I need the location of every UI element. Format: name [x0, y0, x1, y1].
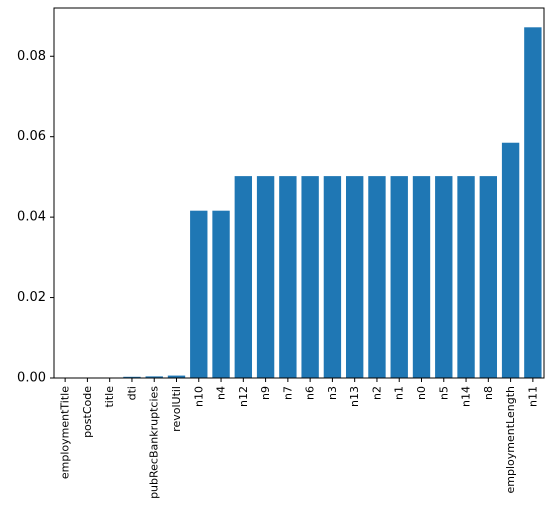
x-tick-label-n7: n7 [281, 386, 294, 400]
bar-n1 [390, 176, 408, 378]
bar-n14 [457, 176, 475, 378]
y-tick-label: 0.04 [17, 210, 46, 225]
bar-n11 [524, 27, 542, 378]
axes-frame [53, 7, 545, 379]
bar-n12 [234, 176, 253, 378]
x-tick-label-n12: n12 [237, 386, 250, 407]
y-tick-label: 0.00 [17, 371, 46, 386]
bar-n5 [435, 176, 453, 378]
x-tick-label-n0: n0 [415, 386, 428, 400]
x-tick-label-n10: n10 [192, 386, 205, 407]
bar-n9 [256, 176, 275, 378]
bars-group [56, 27, 542, 378]
x-tick-label-n3: n3 [326, 386, 339, 400]
bar-n6 [301, 176, 319, 378]
bar-pubRecBankruptcies [145, 376, 163, 378]
x-tick-label-n2: n2 [370, 386, 383, 400]
x-tick-label-n1: n1 [393, 386, 406, 400]
x-tick-label-revolUtil: revolUtil [170, 386, 183, 432]
bar-n3 [323, 176, 342, 378]
bar-n13 [345, 176, 364, 378]
x-tick-label-n9: n9 [259, 386, 272, 400]
bar-n8 [479, 176, 498, 378]
x-tick-label-title: title [103, 386, 116, 408]
bar-n10 [190, 210, 208, 378]
x-tick-label-n4: n4 [215, 386, 228, 400]
x-tick-label-employmentTitle: employmentTitle [59, 386, 72, 479]
y-axis: 0.00 0.02 0.04 0.06 0.08 [17, 49, 54, 386]
bar-revolUtil [167, 375, 186, 378]
x-tick-label-dti: dti [125, 386, 138, 400]
x-tick-label-postCode: postCode [81, 386, 94, 438]
y-tick-label: 0.08 [17, 49, 46, 64]
bar-n7 [279, 176, 297, 378]
x-tick-label-pubRecBankruptcies: pubRecBankruptcies [148, 386, 161, 499]
bar-dti [123, 376, 141, 378]
bar-employmentLength [501, 142, 520, 378]
x-tick-label-n8: n8 [482, 386, 495, 400]
x-tick-label-employmentLength: employmentLength [504, 386, 517, 493]
bar-n0 [412, 176, 431, 378]
y-tick-label: 0.06 [17, 129, 46, 144]
x-tick-label-n13: n13 [348, 386, 361, 407]
x-tick-label-n5: n5 [437, 386, 450, 400]
bar-n4 [212, 210, 230, 378]
y-tick-label: 0.02 [17, 290, 46, 305]
x-tick-label-n6: n6 [304, 386, 317, 400]
x-tick-label-n14: n14 [460, 386, 473, 407]
x-axis: employmentTitle postCode title dti pubRecBan… [59, 378, 539, 499]
bar-n2 [368, 176, 386, 378]
x-tick-label-n11: n11 [526, 386, 539, 407]
